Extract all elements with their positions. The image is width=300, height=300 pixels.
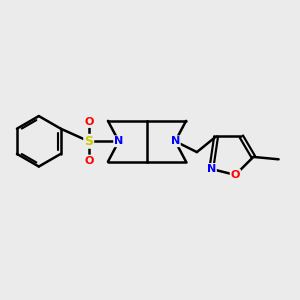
Text: S: S: [84, 135, 93, 148]
Text: N: N: [114, 136, 123, 146]
Text: O: O: [84, 155, 93, 166]
Text: N: N: [207, 164, 216, 174]
Text: O: O: [231, 170, 240, 180]
Text: N: N: [171, 136, 180, 146]
Text: O: O: [84, 117, 93, 127]
